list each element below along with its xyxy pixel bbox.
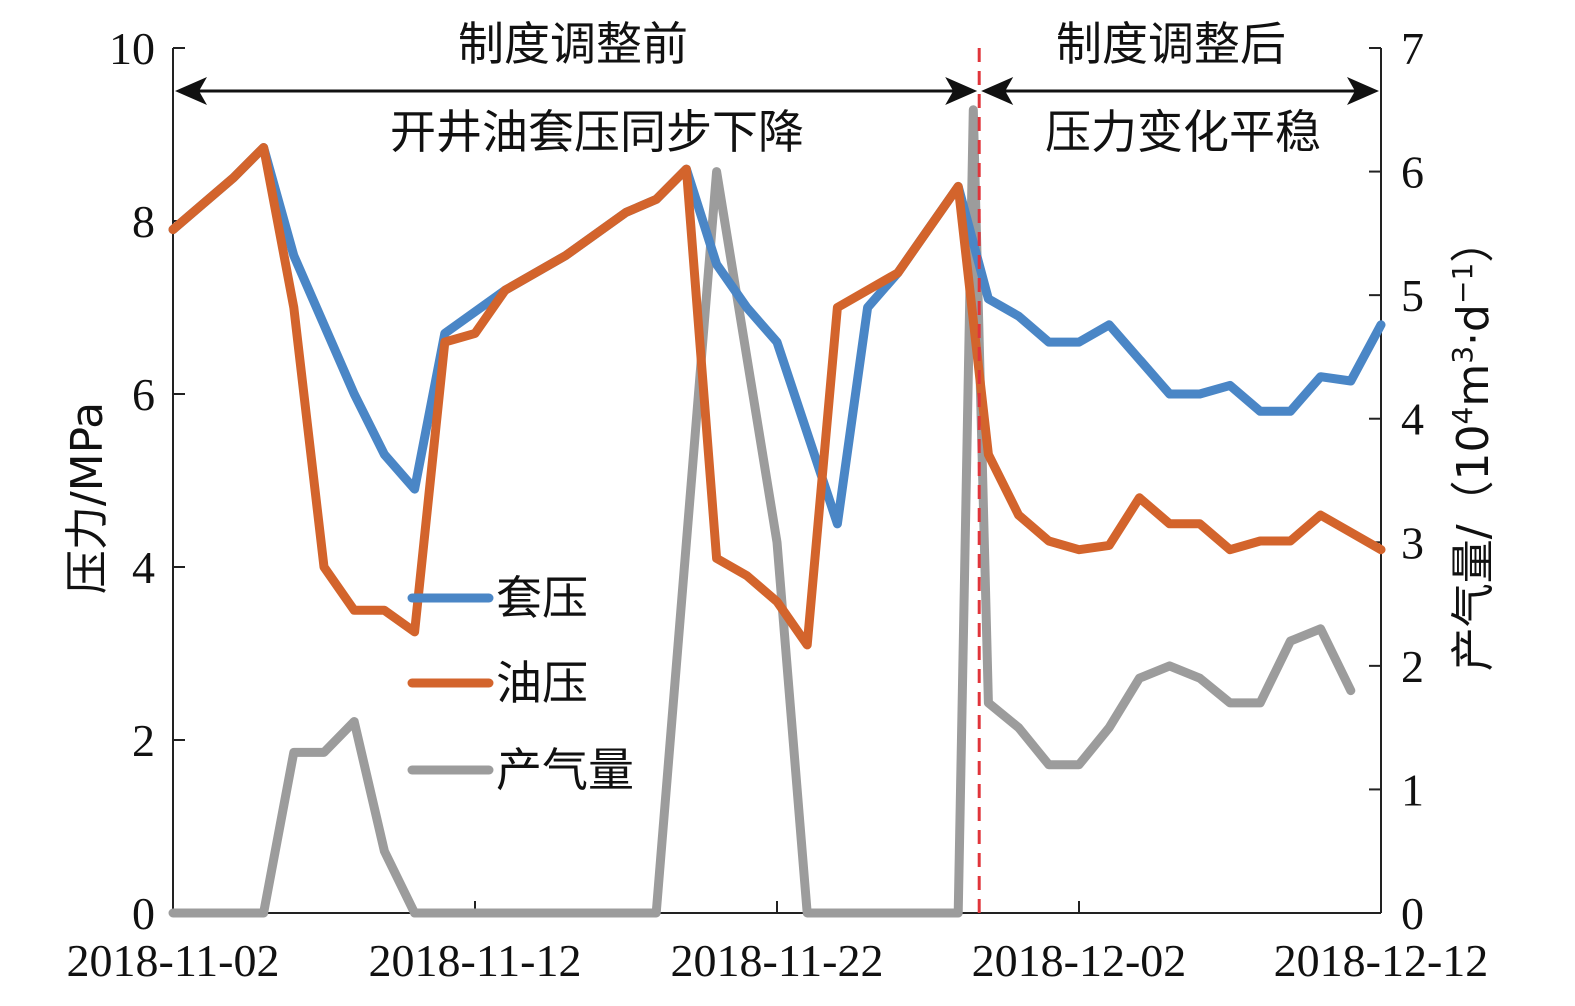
tubing-pressure-line [168,143,1386,650]
legend-item-gas: 产气量 [407,743,634,797]
right-axis-ticks: 0 1 2 3 4 5 6 7 [1369,23,1424,939]
y-left-axis-title: 压力/MPa [62,402,113,594]
after-title: 制度调整后 [1056,17,1286,71]
after-period-arrow [981,77,1379,105]
y-right-tick-label: 7 [1401,23,1424,74]
y-right-tick-label: 4 [1401,394,1424,445]
x-tick-label: 2018-12-12 [1274,935,1489,986]
before-note: 开井油套压同步下降 [390,105,804,159]
y-right-tick-label: 1 [1401,764,1424,815]
y-right-tick-label: 3 [1401,517,1424,568]
y-right-axis-title: 产气量/（104m3·d−1） [1446,219,1499,672]
arrow-head-left [175,77,207,105]
arrow-head-right [945,77,978,105]
before-title: 制度调整前 [458,17,688,71]
y-right-tick-label: 5 [1401,270,1424,321]
before-period-arrow [175,77,978,105]
y-left-tick-label: 0 [132,888,155,939]
after-note: 压力变化平稳 [1045,105,1321,159]
legend-label: 油压 [496,656,588,710]
legend-item-tubing: 油压 [407,656,588,710]
plot-frame [172,48,1382,914]
arrow-head-left [981,77,1014,105]
y-left-tick-label: 8 [132,196,155,247]
x-tick-label: 2018-11-12 [369,935,582,986]
casing-pressure-line [168,143,1386,529]
y-left-tick-label: 6 [132,369,155,420]
legend-item-casing: 套压 [407,571,588,625]
y-left-tick-label: 4 [132,542,155,593]
y-left-tick-label: 10 [109,23,155,74]
arrow-head-right [1347,77,1379,105]
y-right-tick-label: 6 [1401,147,1424,198]
legend-label: 产气量 [496,743,634,797]
y-right-tick-label: 2 [1401,641,1424,692]
series-layer [168,105,1386,918]
x-tick-label: 2018-11-22 [671,935,884,986]
y-right-tick-label: 0 [1401,888,1424,939]
x-tick-label: 2018-11-02 [67,935,280,986]
gas-production-line [168,105,1356,918]
x-tick-label: 2018-12-02 [972,935,1187,986]
y-left-tick-label: 2 [132,715,155,766]
legend-label: 套压 [496,571,588,625]
x-axis-ticks: 2018-11-02 2018-11-12 2018-11-22 2018-12-02… [67,901,1489,986]
left-axis-ticks: 0 2 4 6 8 10 [109,23,185,939]
